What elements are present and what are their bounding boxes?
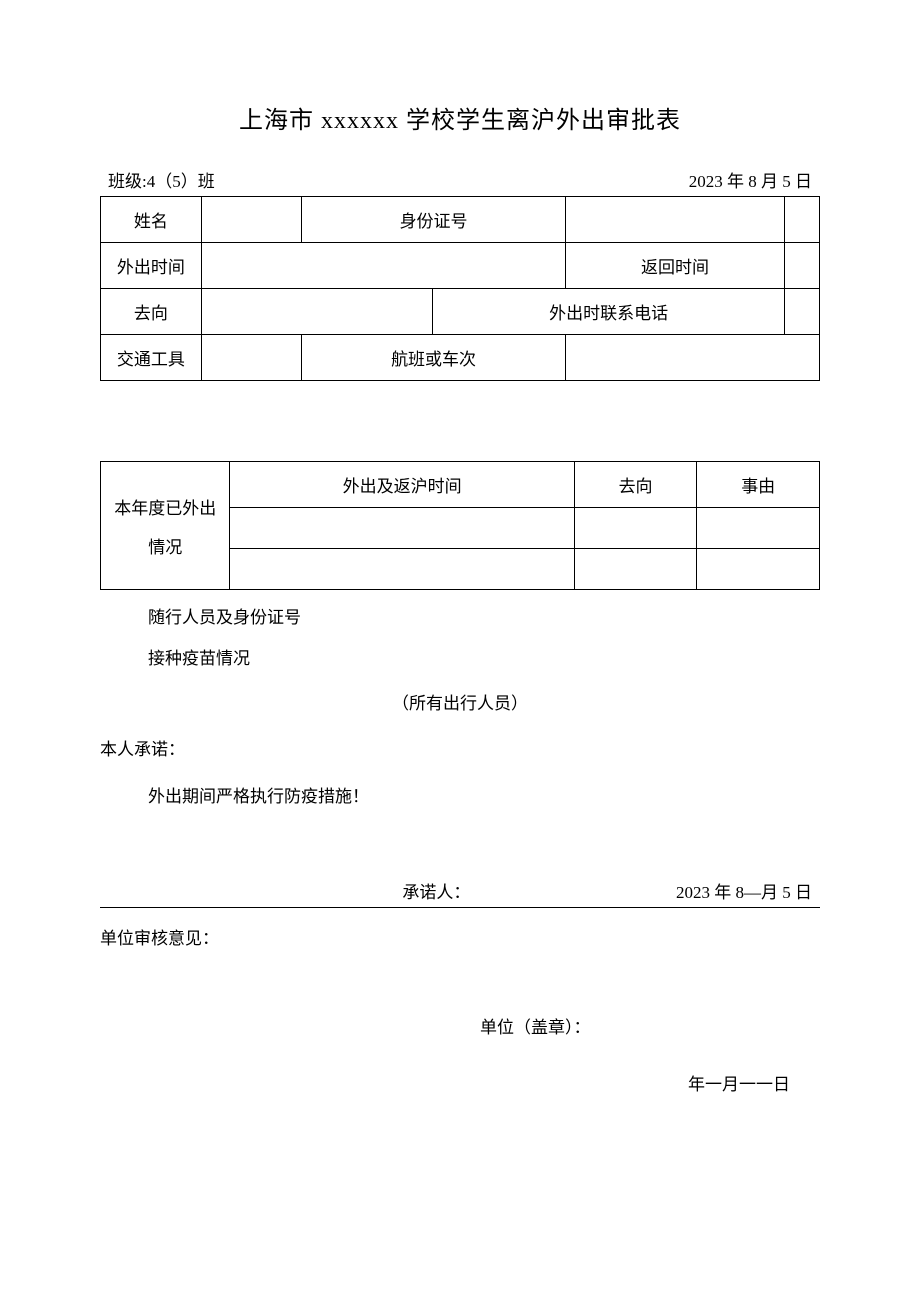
year-outing-label: 本年度已外出 情况 (101, 462, 230, 590)
table-row: 本年度已外出 情况 外出及返沪时间 去向 事由 (101, 462, 820, 508)
transport-label: 交通工具 (101, 335, 202, 381)
time-col-header: 外出及返沪时间 (230, 462, 574, 508)
empty-cell (697, 549, 820, 590)
page-title: 上海市 xxxxxx 学校学生离沪外出审批表 (100, 100, 820, 135)
audit-date-label: 年一月一一日 (100, 1070, 820, 1095)
empty-cell (574, 549, 697, 590)
paragraph-block: 随行人员及身份证号 接种疫苗情况 （所有出行人员） 本人承诺： 外出期间严格执行… (100, 598, 820, 818)
contact-phone-value (785, 289, 820, 335)
flight-train-label: 航班或车次 (302, 335, 566, 381)
empty-cell (574, 508, 697, 549)
table-row: 外出时间 返回时间 (101, 243, 820, 289)
depart-time-value (201, 243, 565, 289)
table-row: 交通工具 航班或车次 (101, 335, 820, 381)
name-label: 姓名 (101, 197, 202, 243)
all-persons-note: （所有出行人员） (100, 684, 820, 725)
year-outing-line1: 本年度已外出 (107, 494, 223, 519)
destination-label: 去向 (101, 289, 202, 335)
year-outing-line2: 情况 (107, 533, 223, 558)
return-time-value (785, 243, 820, 289)
transport-value (201, 335, 302, 381)
vaccine-label: 接种疫苗情况 (100, 639, 820, 680)
promiser-label: 承诺人： (402, 878, 604, 903)
commitment-label: 本人承诺： (100, 730, 820, 771)
name-value (201, 197, 302, 243)
commitment-text: 外出期间严格执行防疫措施！ (100, 777, 820, 818)
signature-line: 承诺人： 2023 年 8—月 5 日 (100, 878, 820, 908)
depart-time-label: 外出时间 (101, 243, 202, 289)
dest-col-header: 去向 (574, 462, 697, 508)
empty-cell (230, 508, 574, 549)
id-label: 身份证号 (302, 197, 566, 243)
id-value (565, 197, 784, 243)
spacer (107, 519, 223, 533)
table-row: 去向 外出时联系电话 (101, 289, 820, 335)
empty-cell (785, 197, 820, 243)
empty-cell (697, 508, 820, 549)
companion-id-label: 随行人员及身份证号 (100, 598, 820, 639)
class-label: 班级:4（5）班 (108, 167, 215, 192)
sig-spacer (100, 878, 402, 903)
stamp-label: 单位（盖章）： (100, 1013, 820, 1038)
flight-train-value (565, 335, 819, 381)
return-time-label: 返回时间 (565, 243, 784, 289)
header-date: 2023 年 8 月 5 日 (689, 167, 812, 192)
contact-phone-label: 外出时联系电话 (433, 289, 785, 335)
audit-opinion-label: 单位审核意见： (100, 924, 820, 949)
reason-col-header: 事由 (697, 462, 820, 508)
promiser-date: 2023 年 8—月 5 日 (604, 878, 820, 903)
destination-value (201, 289, 432, 335)
header-row: 班级:4（5）班 2023 年 8 月 5 日 (100, 167, 820, 192)
info-table-1: 姓名 身份证号 外出时间 返回时间 去向 外出时联系电话 交通工具 航班或车次 (100, 196, 820, 381)
info-table-2: 本年度已外出 情况 外出及返沪时间 去向 事由 (100, 461, 820, 590)
empty-cell (230, 549, 574, 590)
table-row: 姓名 身份证号 (101, 197, 820, 243)
